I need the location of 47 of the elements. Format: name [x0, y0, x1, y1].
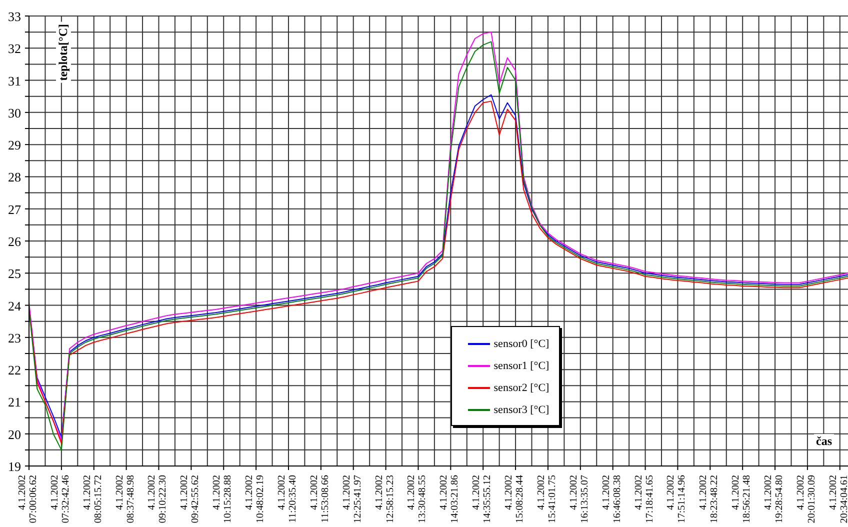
y-tick-label: 20 [8, 426, 21, 442]
y-tick-label: 31 [8, 73, 21, 88]
y-axis-title: teplota[°C] [56, 22, 71, 83]
x-tick-label: 4.1.2002 13:30:48.55 [406, 475, 428, 524]
y-tick-label: 30 [8, 105, 21, 120]
legend-label: sensor3 [°C] [494, 404, 550, 416]
y-tick-label: 33 [8, 9, 21, 24]
x-tick-label: 4.1.2002 15:41:01.75 [536, 475, 558, 524]
x-tick-label: 4.1.2002 16:46:08.38 [600, 475, 623, 524]
x-tick-label: 4.1.2002 14:35:55.12 [471, 475, 494, 524]
x-tick-label: 4.1.2002 11:20:35.40 [276, 475, 298, 523]
x-tick-label: 4.1.2002 10:15:28.88 [212, 475, 234, 524]
x-tick-label: 4.1.2002 09:10:22.30 [146, 475, 169, 524]
y-tick-label: 32 [8, 41, 21, 56]
x-tick-label: 4.1.2002 17:18:41.65 [633, 475, 656, 524]
y-tick-label: 27 [8, 202, 22, 217]
x-tick-label: 4.1.2002 12:58:15.23 [374, 475, 396, 524]
y-tick-label: 28 [8, 170, 21, 185]
x-tick-label: 4.1.2002 09:42:55.62 [179, 475, 202, 524]
x-tick-label: 4.1.2002 10:48:02.19 [244, 475, 266, 524]
x-tick-label: 4.1.2002 15:08:28.44 [504, 475, 526, 524]
x-tick-label: 4.1.2002 19:28:54.80 [763, 475, 786, 524]
x-tick-label: 4.1.2002 08:05:15.72 [82, 475, 104, 524]
legend-label: sensor0 [°C] [494, 338, 550, 350]
x-tick-label: 4.1.2002 20:01:30.09 [795, 475, 818, 524]
y-tick-label: 29 [8, 138, 21, 153]
x-tick-label: 4.1.2002 08:37:48.98 [114, 475, 136, 524]
x-tick-label: 4.1.2002 14:03:21.86 [438, 475, 461, 524]
x-axis-title: čas [814, 434, 834, 449]
x-tick-label: 4.1.2002 18:23:48.22 [698, 475, 720, 524]
y-tick-label: 26 [8, 234, 22, 249]
y-tick-label: 23 [8, 330, 21, 346]
x-tick-label: 4.1.2002 07:32:42.46 [49, 475, 72, 524]
x-tick-label: 4.1.2002 17:51:14.96 [666, 475, 688, 524]
y-tick-label: 24 [8, 298, 22, 314]
x-tick-label: 4.1.2002 11:53:08.66 [308, 475, 331, 523]
y-tick-label: 25 [8, 266, 21, 282]
y-tick-label: 21 [8, 394, 21, 410]
y-tick-label: 19 [8, 459, 21, 474]
legend-label: sensor1 [°C] [494, 360, 550, 372]
x-tick-label: 4.1.2002 16:13:35.07 [568, 475, 590, 524]
legend-label: sensor2 [°C] [494, 382, 550, 394]
x-tick-label: 4.1.2002 18:56:21.48 [730, 475, 753, 524]
y-tick-label: 22 [8, 362, 21, 378]
x-tick-label: 4.1.2002 07:00:06.62 [17, 475, 39, 524]
x-tick-label: 4.1.2002 20:34:04.61 [828, 475, 848, 524]
x-tick-label: 4.1.2002 12:25:41.97 [341, 475, 364, 524]
